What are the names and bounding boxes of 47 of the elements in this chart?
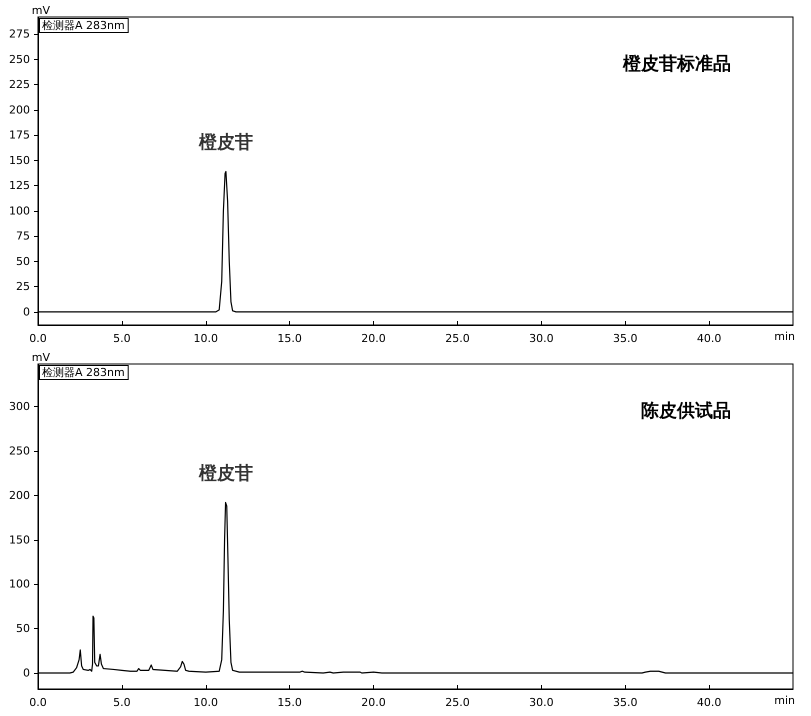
y-tick-label: 50	[16, 254, 30, 268]
x-tick-label: 35.0	[612, 332, 638, 345]
annotation: 橙皮苷	[198, 463, 253, 484]
x-tick-label: 40.0	[696, 332, 722, 345]
annotation: 橙皮苷标准品	[622, 54, 731, 74]
x-tick-label: 10.0	[194, 696, 218, 709]
y-axis-title: mV	[32, 351, 50, 364]
x-tick-label: 20.0	[361, 332, 386, 345]
y-tick-label: 200	[9, 488, 30, 502]
y-tick-label: 125	[9, 179, 30, 192]
x-tick-label: 30.0	[529, 696, 554, 709]
x-axis-title: min	[774, 694, 796, 707]
x-tick-label: 0.0	[29, 332, 47, 345]
y-tick-label: 75	[16, 230, 30, 243]
y-tick-label: 150	[9, 533, 30, 546]
x-tick-label: 25.0	[445, 332, 470, 345]
annotation: 检测器A 283nm	[42, 366, 125, 379]
y-tick-label: 50	[16, 622, 30, 636]
y-tick-label: 250	[9, 52, 30, 66]
x-tick-label: 20.0	[361, 696, 386, 709]
x-tick-label: 0.0	[29, 696, 47, 709]
y-tick-label: 150	[9, 154, 30, 167]
y-tick-label: 250	[9, 444, 30, 458]
y-tick-label: 300	[9, 400, 30, 414]
x-tick-label: 30.0	[529, 332, 554, 345]
y-tick-label: 25	[16, 280, 30, 294]
x-tick-label: 10.0	[194, 332, 218, 345]
x-tick-label: 15.0	[277, 696, 302, 709]
x-tick-label: 35.0	[612, 696, 638, 709]
x-tick-label: 25.0	[445, 696, 470, 709]
x-tick-label: 5.0	[113, 332, 131, 345]
y-tick-label: 100	[9, 204, 30, 218]
y-tick-label: 200	[9, 103, 30, 116]
y-tick-label: 275	[9, 28, 30, 41]
x-axis-title: min	[774, 330, 796, 343]
y-tick-label: 100	[9, 578, 30, 591]
y-axis-title: mV	[32, 4, 50, 17]
x-tick-label: 15.0	[277, 332, 302, 345]
x-tick-label: 40.0	[696, 696, 722, 709]
annotation: 橙皮苷	[198, 132, 253, 154]
y-tick-label: 225	[9, 78, 30, 92]
x-tick-label: 5.0	[113, 696, 131, 709]
annotation: 检测器A 283nm	[42, 19, 125, 32]
annotation: 陈皮供试品	[641, 400, 731, 422]
y-tick-label: 0	[23, 666, 30, 680]
y-tick-label: 175	[9, 128, 30, 142]
y-tick-label: 0	[23, 305, 30, 318]
